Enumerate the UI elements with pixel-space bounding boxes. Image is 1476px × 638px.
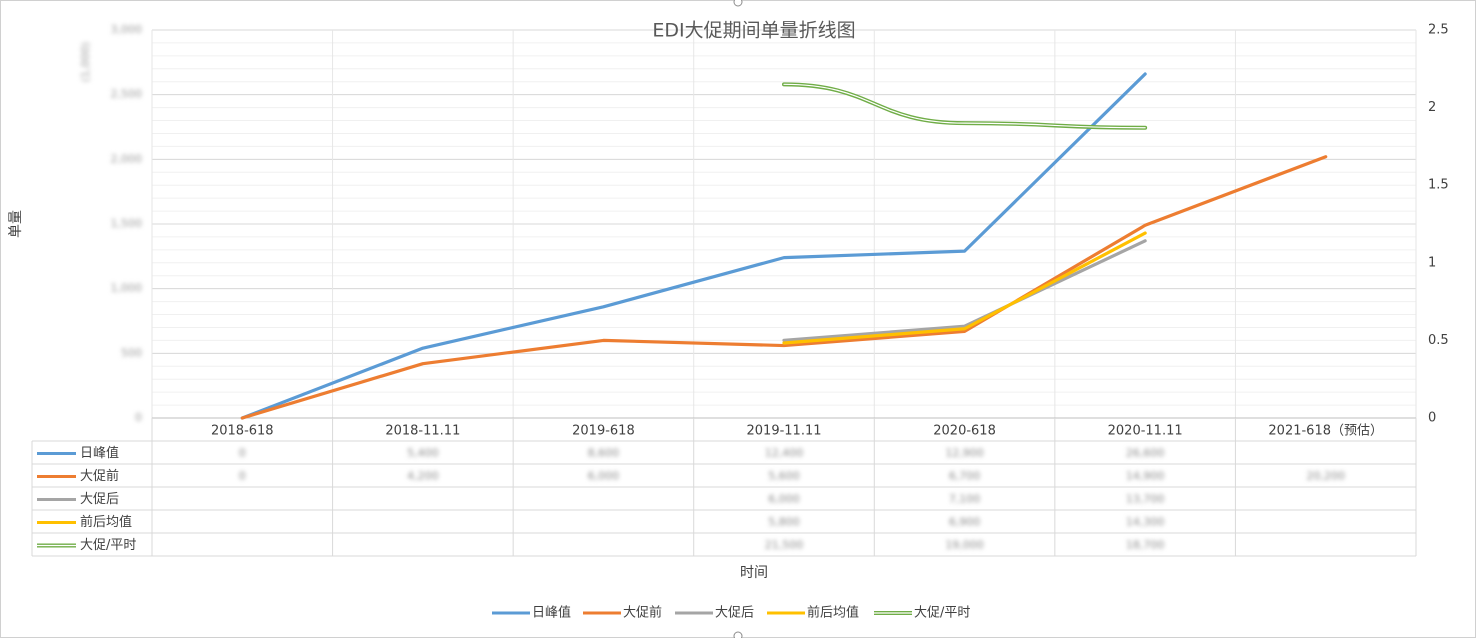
table-cell-obscured: 26,600	[1126, 447, 1165, 460]
left-tick-label: 2,000	[111, 152, 143, 165]
legend-label-1: 大促前	[623, 605, 662, 621]
minor-gridlines	[152, 29, 1416, 419]
right-tick-label: 2.5	[1428, 23, 1449, 38]
table-row-label-2: 大促后	[80, 492, 119, 507]
table-cell-obscured: 20,200	[1306, 470, 1345, 483]
table-header-6: 2021-618（预估）	[1268, 424, 1383, 439]
legend-label-4: 大促/平时	[914, 606, 970, 621]
legend-label-3: 前后均值	[807, 605, 859, 621]
table-cell-obscured: 19,000	[945, 539, 984, 552]
series-line-0	[240, 72, 1147, 420]
table-cell-obscured: 13,700	[1126, 493, 1165, 506]
series-line-1	[240, 155, 1328, 420]
table-header-5: 2020-11.11	[1108, 424, 1183, 439]
table-cell-obscured: 8,600	[588, 447, 620, 460]
table-header-2: 2019-618	[572, 424, 635, 439]
table-row-label-3: 前后均值	[80, 514, 132, 530]
table-header-0: 2018-618	[211, 424, 274, 439]
series-group	[240, 72, 1328, 420]
table-cell-obscured: 14,300	[1126, 516, 1165, 529]
legend-label-0: 日峰值	[532, 605, 571, 621]
bottom-resize-handle	[733, 631, 743, 638]
table-header-3: 2019-11.11	[747, 424, 822, 439]
left-tick-label: 1,500	[111, 217, 143, 230]
right-tick-label: 1.5	[1428, 178, 1449, 193]
table-cell-obscured: 0	[239, 447, 246, 460]
table-cell-obscured: 14,900	[1126, 470, 1165, 483]
table-row-label-4: 大促/平时	[80, 538, 136, 553]
table-cell-obscured: 5,600	[768, 470, 800, 483]
table-row-label-0: 日峰值	[80, 445, 119, 461]
table-header-1: 2018-11.11	[385, 424, 460, 439]
table-cell-obscured: 12,900	[945, 447, 984, 460]
left-tick-label: 500	[121, 346, 142, 359]
table-cell-obscured: 6,000	[768, 493, 800, 506]
right-tick-label: 1	[1428, 255, 1436, 270]
left-tick-label: 2,500	[111, 88, 143, 101]
right-tick-label: 0.5	[1428, 333, 1449, 348]
table-row-label-1: 大促前	[80, 468, 119, 484]
table-cell-obscured: 12,400	[765, 447, 804, 460]
table-cell-obscured: 0	[239, 470, 246, 483]
table-cell-obscured: 6,700	[949, 470, 981, 483]
y-axis-label: 单量	[8, 210, 24, 238]
top-resize-handle	[733, 0, 743, 7]
table-cell-obscured: 4,200	[407, 470, 439, 483]
table-header-4: 2020-618	[933, 424, 996, 439]
series-line-inner-4	[783, 83, 1146, 129]
legend-label-2: 大促后	[715, 606, 754, 621]
table-cell-obscured: 5,400	[407, 447, 439, 460]
left-tick-label: 0	[135, 411, 142, 424]
table-cell-obscured: 6,000	[588, 470, 620, 483]
table-cell-obscured: 5,800	[768, 516, 800, 529]
table-cell-obscured: 7,100	[949, 493, 981, 506]
x-axis-label: 时间	[740, 565, 768, 581]
left-tick-label: 3,000	[111, 23, 143, 36]
left-axis-unit: (1,000)	[79, 42, 92, 82]
table-cell-obscured: 18,700	[1126, 539, 1165, 552]
chart-title: EDI大促期间单量折线图	[652, 20, 855, 42]
right-tick-label: 2	[1428, 100, 1436, 115]
major-gridlines	[152, 29, 1416, 419]
right-tick-label: 0	[1428, 411, 1436, 426]
series-line-3	[782, 231, 1147, 345]
table-cell-obscured: 21,500	[765, 539, 804, 552]
left-tick-label: 1,000	[111, 282, 143, 295]
table-cell-obscured: 6,900	[949, 516, 981, 529]
series-line-2	[782, 239, 1147, 342]
